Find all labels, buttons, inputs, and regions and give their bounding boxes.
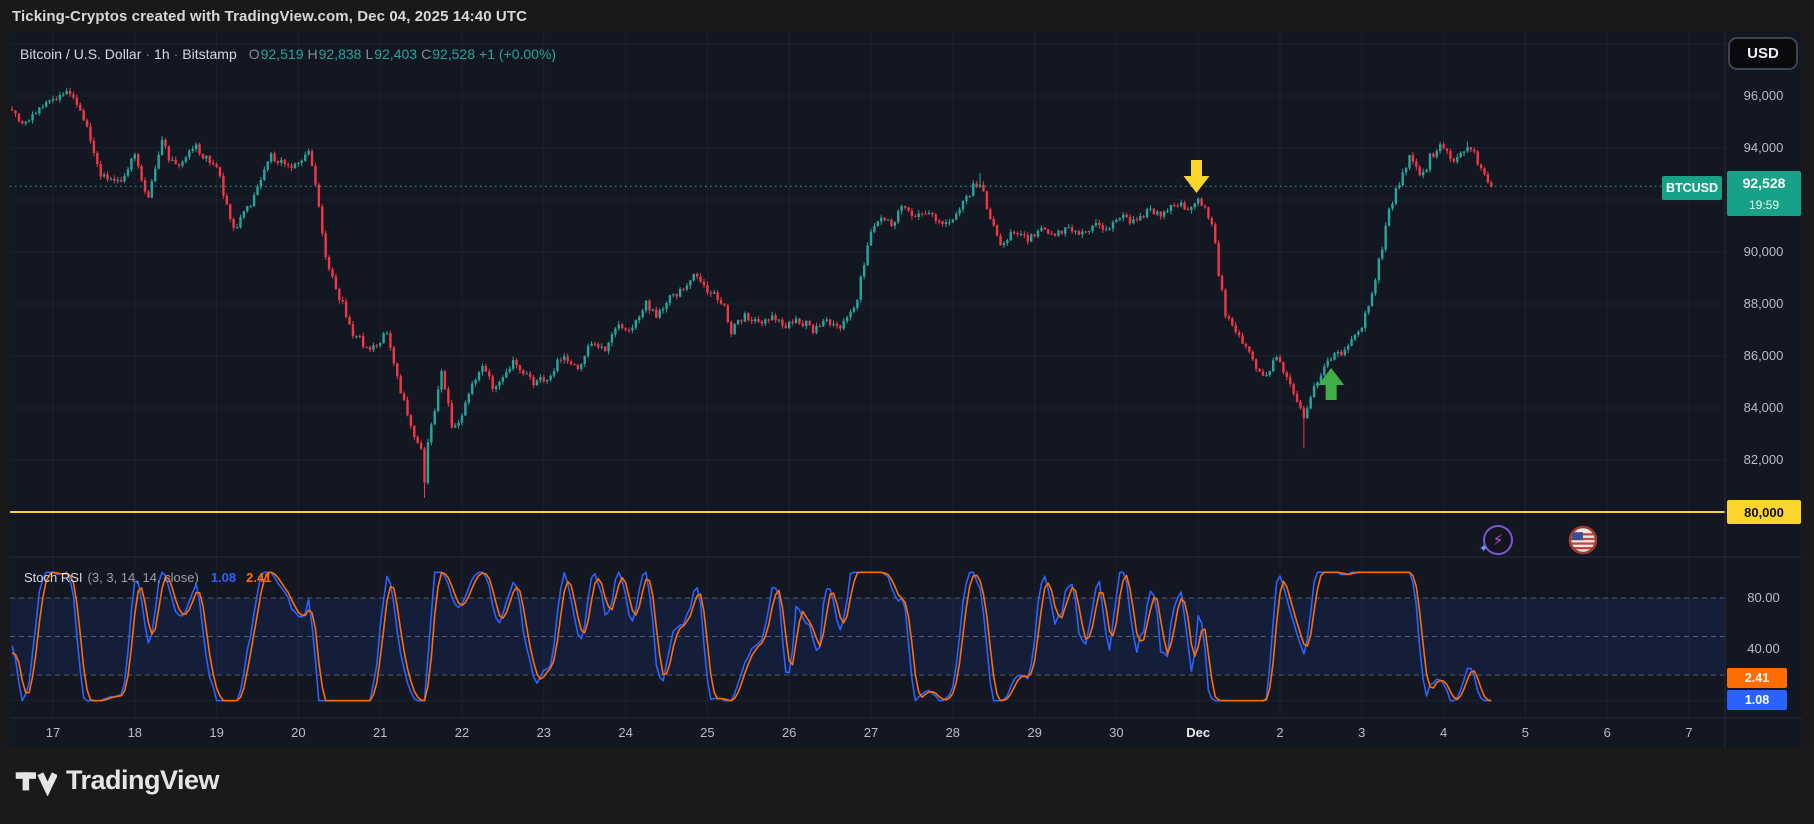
lightning-icon: ⚡ <box>1492 531 1504 549</box>
exchange-label: Bitstamp <box>182 46 237 62</box>
time-axis-label[interactable]: 26 <box>781 725 797 740</box>
price-axis-label[interactable]: 86,000 <box>1743 348 1784 363</box>
time-axis-label[interactable]: 19 <box>209 725 224 740</box>
time-axis-label[interactable]: Dec <box>1186 725 1211 740</box>
time-axis-label[interactable]: 24 <box>618 725 633 740</box>
indicator-axis-label[interactable]: 80.00 <box>1747 590 1780 605</box>
indicator-legend[interactable]: Stoch RSI (3, 3, 14, 14, close) 1.08 2.4… <box>24 568 271 586</box>
indicator-k-badge: 1.08 <box>1727 690 1787 710</box>
time-axis-label[interactable]: 7 <box>1685 725 1693 740</box>
price-axis-label[interactable]: 84,000 <box>1743 400 1784 415</box>
tradingview-logo-icon <box>15 771 57 796</box>
high-label: H <box>307 46 318 62</box>
flash-event-icon[interactable]: ⚡ ✦ <box>1479 525 1513 555</box>
symbol-name[interactable]: Bitcoin / U.S. Dollar <box>20 46 142 62</box>
price-axis-label[interactable]: 82,000 <box>1743 452 1784 467</box>
price-axis-label[interactable]: 96,000 <box>1743 88 1784 103</box>
high-value: 92,838 <box>318 46 362 62</box>
arrow-down-marker[interactable] <box>1183 159 1210 193</box>
price-axis-label[interactable]: 88,000 <box>1743 296 1784 311</box>
open-value: 92,519 <box>260 46 304 62</box>
time-axis-label[interactable]: 27 <box>863 725 879 740</box>
separator-dot: · <box>145 46 151 62</box>
change-value: +1 (+0.00%) <box>479 46 557 62</box>
low-label: L <box>365 46 374 62</box>
time-axis-label[interactable]: 28 <box>945 725 961 740</box>
time-axis-label[interactable]: 30 <box>1109 725 1124 740</box>
level-price-badge: 80,000 <box>1727 500 1801 524</box>
us-flag-icon <box>1568 525 1598 555</box>
tradingview-logo-text: TradingView <box>66 765 220 795</box>
price-axis-label[interactable]: 90,000 <box>1743 244 1784 259</box>
indicator-name[interactable]: Stoch RSI <box>24 569 83 585</box>
time-axis-label[interactable]: 20 <box>291 725 306 740</box>
time-axis-label[interactable]: 29 <box>1027 725 1042 740</box>
grid-lines <box>10 32 1725 718</box>
indicator-axis-label[interactable]: 40.00 <box>1747 641 1780 657</box>
currency-toggle-button[interactable]: USD <box>1728 37 1798 70</box>
price-axis-label[interactable]: 94,000 <box>1743 140 1784 155</box>
time-axis-label[interactable]: 18 <box>127 725 143 740</box>
indicator-d-badge: 2.41 <box>1727 668 1787 688</box>
time-axis-label[interactable]: 22 <box>454 725 470 740</box>
snapshot-title: Ticking-Cryptos created with TradingView… <box>12 7 528 25</box>
time-axis-label[interactable]: 2 <box>1276 725 1284 740</box>
indicator-d-value: 2.41 <box>246 569 272 585</box>
time-axis-label[interactable]: 25 <box>700 725 715 740</box>
time-axis-label[interactable]: 21 <box>372 725 388 740</box>
time-axis-label[interactable]: 17 <box>45 725 61 740</box>
time-axis[interactable]: 17 18 19 20 21 22 23 24 25 26 27 28 29 30 Dec 2 3 4 5 6 7 <box>10 718 1802 747</box>
last-price-badge: 92,528 19:59 <box>1727 171 1801 217</box>
chart-widget: Bitcoin / U.S. Dollar · 1h · Bitstamp O … <box>10 32 1802 748</box>
indicator-params: (3, 3, 14, 14, close) <box>87 569 199 585</box>
snapshot-title-bar: Ticking-Cryptos created with TradingView… <box>0 0 1814 32</box>
time-axis-label[interactable]: 6 <box>1603 725 1611 740</box>
close-label: C <box>421 46 432 62</box>
last-price-symbol-chip: BTCUSD <box>1662 176 1722 201</box>
chart-canvas[interactable] <box>10 32 1802 747</box>
time-axis-label[interactable]: 4 <box>1439 725 1448 740</box>
stochrsi-d-line <box>11 571 1492 702</box>
tradingview-brand[interactable]: TradingView <box>15 765 220 796</box>
separator-dot: · <box>173 46 179 62</box>
open-label: O <box>248 46 260 62</box>
us-flag-event-icon[interactable] <box>1568 525 1598 555</box>
low-value: 92,403 <box>374 46 418 62</box>
time-axis-label[interactable]: 3 <box>1358 725 1366 740</box>
time-axis-label[interactable]: 23 <box>536 725 552 740</box>
candlestick-series[interactable] <box>10 87 1493 498</box>
symbol-header[interactable]: Bitcoin / U.S. Dollar · 1h · Bitstamp O … <box>20 44 560 64</box>
arrow-up-marker[interactable] <box>1318 368 1345 401</box>
footer-bar: TradingView <box>0 747 1814 824</box>
indicator-k-value: 1.08 <box>210 569 237 585</box>
time-axis-label[interactable]: 5 <box>1521 725 1530 740</box>
bar-countdown: 19:59 <box>1748 198 1780 213</box>
interval-label[interactable]: 1h <box>154 46 170 62</box>
last-price-value: 92,528 <box>1742 175 1786 192</box>
close-value: 92,528 <box>432 46 476 62</box>
sparkle-icon: ✦ <box>1479 543 1489 555</box>
